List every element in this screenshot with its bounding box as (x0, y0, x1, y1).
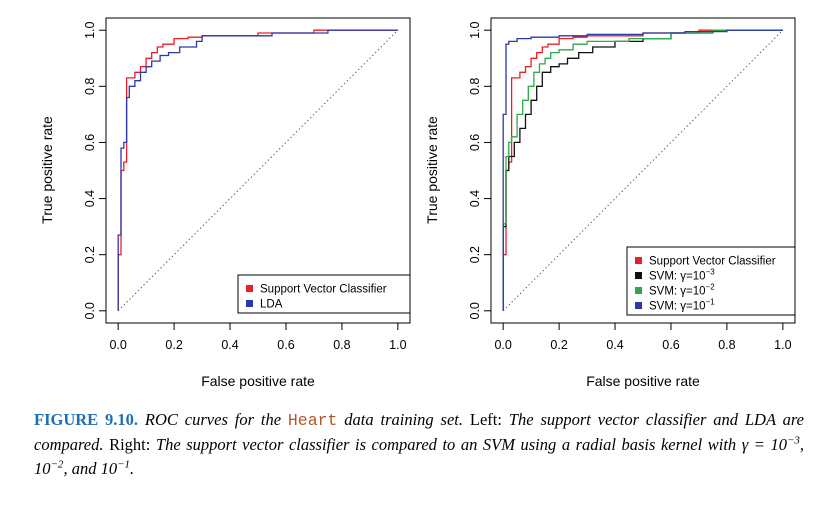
left-x-tick-label: 0.6 (277, 338, 294, 352)
caption-text-4: The support vector classifier is compare… (34, 435, 804, 478)
right-roc-curve-3 (502, 29, 783, 311)
caption-exp-2: −2 (50, 458, 64, 471)
right-y-tick-label: 0.4 (468, 190, 482, 207)
caption-figure-label: FIGURE 9.10. (34, 410, 139, 429)
caption-left-word: Left: (469, 410, 502, 429)
roc-figure: 0.0 0.2 0.4 0.6 0.8 1.0 0.0 0.2 0.4 0.6 0.8 1.0 Fa… (39, 17, 796, 389)
right-legend-label: SVM: γ=10−2 (649, 283, 715, 298)
caption-exp-3: −1 (117, 458, 130, 471)
left-roc-curve-2 (117, 29, 398, 311)
left-legend: Support Vector Classifier LDA (237, 274, 411, 314)
right-legend-swatch (635, 302, 642, 309)
right-x-tick-label: 0.4 (606, 338, 623, 352)
left-x-axis-title: False positive rate (201, 373, 315, 389)
left-legend-label: LDA (260, 299, 283, 311)
left-legend-label: Support Vector Classifier (260, 284, 387, 296)
left-y-axis-title: True positive rate (39, 116, 55, 224)
right-legend-swatch (635, 287, 642, 294)
right-x-tick-label: 0.8 (718, 338, 735, 352)
right-roc-curve-2 (502, 29, 783, 311)
right-x-tick-label: 0.2 (550, 338, 567, 352)
right-legend-label: SVM: γ=10−3 (649, 268, 715, 283)
left-x-tick-label: 0.4 (221, 338, 238, 352)
left-x-tick-label: 0.2 (165, 338, 182, 352)
caption-end: . (130, 459, 135, 478)
caption-text-2: data training set. (344, 410, 464, 429)
right-legend-swatch (635, 257, 642, 264)
caption-gamma-text: The support vector classifier is compare… (155, 435, 787, 454)
right-x-axis-title: False positive rate (586, 373, 700, 389)
left-x-tick-label: 0.0 (109, 338, 126, 352)
right-roc-panel: 0.0 0.2 0.4 0.6 0.8 1.0 0.0 0.2 0.4 0.6 0.8 1.0 Fa… (424, 17, 796, 389)
left-y-tick-label: 0.8 (83, 78, 97, 95)
left-x-tick-label: 1.0 (389, 338, 406, 352)
caption-right-word: Right: (109, 435, 151, 454)
right-x-tick-label: 1.0 (774, 338, 791, 352)
left-legend-swatch (246, 300, 253, 307)
caption-text-1: ROC curves for the (144, 410, 282, 429)
right-legend-label: SVM: γ=10−1 (649, 298, 715, 313)
right-y-axis-title: True positive rate (424, 116, 440, 224)
caption-sep-1: , 10 (34, 435, 805, 478)
left-chance-diagonal (117, 29, 399, 312)
right-x-tick-label: 0.0 (494, 338, 511, 352)
left-y-tick-label: 0.2 (83, 246, 97, 263)
right-legend-swatch (635, 272, 642, 279)
left-y-tick-label: 0.4 (83, 190, 97, 207)
left-y-tick-label: 0.6 (83, 134, 97, 151)
right-y-tick-label: 0.0 (468, 302, 482, 319)
left-roc-panel: 0.0 0.2 0.4 0.6 0.8 1.0 0.0 0.2 0.4 0.6 0.8 1.0 Fa… (39, 17, 411, 389)
right-legend-box (626, 246, 796, 316)
left-x-tick-label: 0.8 (333, 338, 350, 352)
caption-text-3: The support vector classifier and LDA ar… (34, 410, 804, 454)
right-y-tick-label: 0.2 (468, 246, 482, 263)
left-legend-box (237, 274, 411, 314)
caption-sep-2: , and 10 (63, 459, 118, 478)
right-y-tick-label: 0.8 (468, 78, 482, 95)
right-legend-label: Support Vector Classifier (649, 256, 776, 268)
right-y-tick-label: 0.6 (468, 134, 482, 151)
left-y-tick-label: 0.0 (83, 302, 97, 319)
left-legend-swatch (246, 285, 253, 292)
caption-exp-1: −3 (786, 434, 800, 447)
left-y-tick-label: 1.0 (83, 21, 97, 38)
right-roc-curve-4 (502, 29, 783, 311)
caption-dataset-name: Heart (287, 411, 338, 430)
figure-caption: FIGURE 9.10. ROC curves for the Heart da… (34, 408, 804, 481)
right-y-tick-label: 1.0 (468, 21, 482, 38)
right-x-tick-label: 0.6 (662, 338, 679, 352)
